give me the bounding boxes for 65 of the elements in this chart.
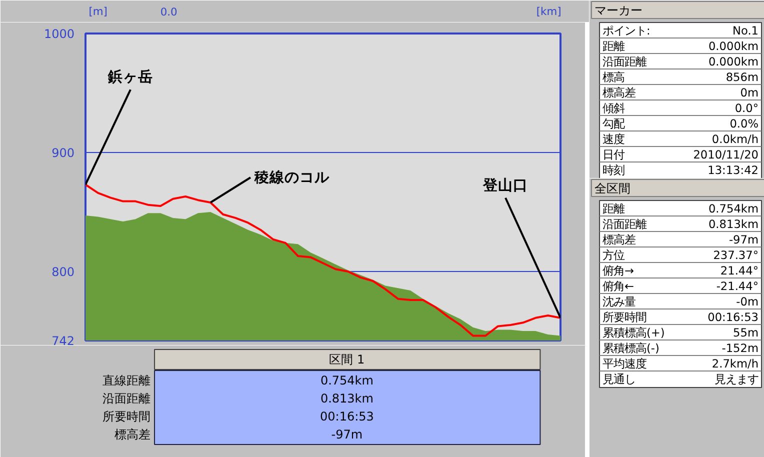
text: マーカー xyxy=(594,4,642,18)
text: 区間 1 xyxy=(329,352,365,366)
text: 日付 xyxy=(602,147,624,162)
text: 0.813km xyxy=(708,216,759,231)
text: 237.37° xyxy=(713,248,759,262)
text: 0.754km xyxy=(708,201,759,216)
text: 21.44° xyxy=(720,263,759,278)
text: 標高差 xyxy=(602,85,636,100)
y-tick-label: 800 xyxy=(52,264,74,279)
annotation: 稜線のコル xyxy=(254,168,330,186)
x-axis-title: [km] xyxy=(536,5,562,18)
text: 55m xyxy=(733,325,759,340)
text: -97m xyxy=(728,232,759,246)
text: 00:16:53 xyxy=(320,410,374,424)
text: 2010/11/20 xyxy=(693,147,759,162)
text: 0.813km xyxy=(320,392,374,406)
y-tick-label: 1000 xyxy=(44,27,75,41)
text: 距離 xyxy=(602,201,624,216)
text: 累積標高(-) xyxy=(602,340,660,355)
text: ポイント: xyxy=(602,23,650,38)
text: -152m xyxy=(722,340,759,355)
text: 方位 xyxy=(602,248,624,262)
y-tick-label: 742 xyxy=(52,334,74,348)
text: 時刻 xyxy=(602,162,624,177)
text: 見通し xyxy=(602,372,636,386)
annotation: 登山口 xyxy=(482,176,528,194)
text: 沿面距離 xyxy=(602,54,646,68)
text: 0m xyxy=(740,85,759,100)
text: 平均速度 xyxy=(602,356,646,370)
text: 0.0% xyxy=(730,116,759,130)
text: 0.000km xyxy=(708,38,759,53)
text: 0.754km xyxy=(320,374,374,388)
text: 直線距離 xyxy=(102,374,150,388)
text: 0.0 xyxy=(160,6,178,18)
text: 標高差 xyxy=(602,232,636,246)
text: 所要時間 xyxy=(602,310,646,324)
text: 856m xyxy=(726,70,759,84)
text: 沿面距離 xyxy=(102,392,150,406)
text: 沿面距離 xyxy=(602,216,646,231)
annotation: 鋲ヶ岳 xyxy=(107,68,153,86)
text: 速度 xyxy=(602,132,624,146)
text: 2.7km/h xyxy=(712,356,759,370)
text: 0.0° xyxy=(734,100,759,115)
text: 見えます xyxy=(714,372,758,386)
y-axis-title: [m] xyxy=(88,5,108,18)
text: -21.44° xyxy=(716,278,759,293)
text: 13:13:42 xyxy=(708,162,759,177)
text: 沈み量 xyxy=(602,294,636,308)
text: 00:16:53 xyxy=(708,310,759,324)
text: 俯角→ xyxy=(602,263,634,278)
text: 標高差 xyxy=(114,428,150,442)
text: 所要時間 xyxy=(102,410,150,424)
text: 傾斜 xyxy=(602,100,624,115)
text: -0m xyxy=(736,294,759,308)
text: 距離 xyxy=(602,38,624,53)
text: 0.0km/h xyxy=(712,132,759,146)
text: 0.000km xyxy=(708,54,759,68)
text: 俯角← xyxy=(602,278,634,293)
text: -97m xyxy=(331,428,363,442)
text: No.1 xyxy=(732,23,758,38)
y-tick-label: 900 xyxy=(52,146,74,160)
text: 累積標高(+) xyxy=(602,325,665,340)
text: 標高 xyxy=(602,70,624,84)
text: 勾配 xyxy=(602,116,624,130)
text: 全区間 xyxy=(594,182,630,196)
